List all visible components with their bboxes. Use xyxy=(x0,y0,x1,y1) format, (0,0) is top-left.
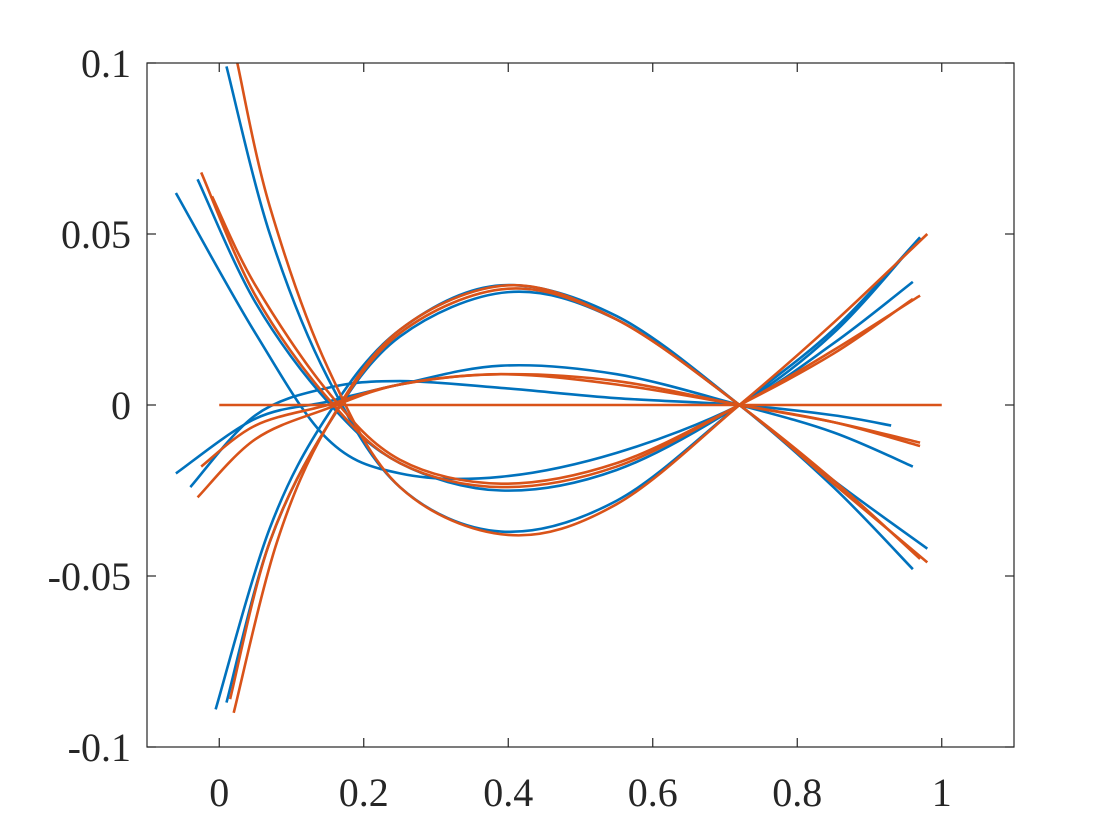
x-tick-label: 0 xyxy=(209,770,229,815)
series-line-orange-12 xyxy=(210,195,914,485)
x-tick-label: 0.4 xyxy=(483,770,533,815)
series-line-blue-7 xyxy=(225,290,929,703)
series-layer xyxy=(174,63,942,714)
series-line-blue-4 xyxy=(196,178,922,492)
series-line-orange-15 xyxy=(228,287,921,700)
series-line-blue-2 xyxy=(175,363,914,475)
x-tick-label: 0.8 xyxy=(772,770,822,815)
series-line-blue-3 xyxy=(189,379,892,488)
series-line-blue-6 xyxy=(225,66,922,534)
series-line-orange-13 xyxy=(236,63,929,537)
series-line-orange-9 xyxy=(200,171,921,489)
y-tick-label: 0.05 xyxy=(61,212,131,257)
y-tick-label: -0.1 xyxy=(68,725,131,770)
y-tick-label: -0.05 xyxy=(48,554,131,599)
series-line-orange-11 xyxy=(196,372,921,499)
x-tick-label: 0.6 xyxy=(628,770,678,815)
x-tick-label: 1 xyxy=(932,770,952,815)
y-tick-label: 0.1 xyxy=(81,41,131,86)
y-tick-label: 0 xyxy=(111,383,131,428)
series-line-orange-14 xyxy=(232,283,929,714)
series-line-orange-10 xyxy=(200,372,921,468)
x-tick-label: 0.2 xyxy=(339,770,389,815)
series-line-blue-1 xyxy=(174,192,914,481)
ticks-layer: 0 0.2 0.4 0.6 0.8 1 -0.1 -0.05 0 0.05 0.1 xyxy=(48,41,1014,815)
